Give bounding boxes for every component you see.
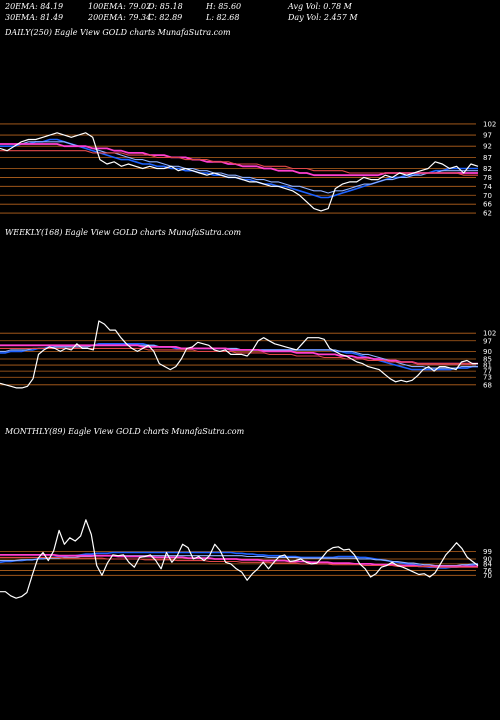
- y-tick-label: 66: [483, 201, 492, 209]
- ema30-series-line: [0, 555, 478, 567]
- y-tick-label: 90: [483, 556, 492, 564]
- monthly-panel-title: MONTHLY(89) Eagle View GOLD charts Munaf…: [5, 427, 245, 436]
- y-tick-label: 76: [483, 567, 492, 575]
- y-tick-label: 90: [483, 348, 492, 356]
- y-tick-label: 85: [483, 356, 492, 364]
- y-tick-label: 70: [483, 572, 492, 580]
- ema100-stat: 100EMA: 79.02: [88, 2, 152, 11]
- ema30-series-line: [0, 141, 478, 194]
- y-tick-label: 97: [483, 337, 492, 345]
- ema20-series-line: [0, 342, 478, 371]
- ema30-stat: 30EMA: 81.49: [5, 13, 64, 22]
- y-tick-label: 62: [483, 210, 492, 218]
- weekly-panel-title: WEEKLY(168) Eagle View GOLD charts Munaf…: [5, 228, 242, 237]
- y-tick-label: 70: [483, 192, 492, 200]
- price-series-line: [0, 320, 478, 389]
- y-tick-label: 77: [483, 368, 492, 376]
- y-tick-label: 102: [483, 120, 496, 128]
- ema200-series-line: [0, 347, 478, 365]
- y-tick-label: 99: [483, 548, 492, 556]
- y-tick-label: 78: [483, 174, 492, 182]
- ema100-series-line: [0, 143, 478, 177]
- y-tick-label: 82: [483, 165, 492, 173]
- y-tick-label: 92: [483, 143, 492, 151]
- ema100-series-line: [0, 554, 478, 568]
- daily-panel-title: DAILY(250) Eagle View GOLD charts Munafa…: [5, 28, 231, 37]
- price-series-line: [0, 519, 479, 599]
- y-tick-label: 73: [483, 374, 492, 382]
- y-tick-label: 81: [483, 362, 492, 370]
- avg-vol-stat: Avg Vol: 0.78 M: [288, 2, 352, 11]
- price-series-line: [0, 132, 479, 212]
- close-stat: C: 82.89: [148, 13, 183, 22]
- low-stat: L: 82.68: [206, 13, 240, 22]
- ema200-series-line: [0, 150, 478, 176]
- day-vol-stat: Day Vol: 2.457 M: [288, 13, 358, 22]
- ema100-series-line: [0, 344, 478, 365]
- y-tick-label: 102: [483, 330, 496, 338]
- open-stat: O: 85.18: [148, 2, 183, 11]
- y-tick-label: 87: [483, 154, 492, 162]
- ema20-stat: 20EMA: 84.19: [5, 2, 64, 11]
- y-tick-label: 97: [483, 132, 492, 140]
- y-tick-label: 84: [483, 560, 492, 568]
- ema200-stat: 200EMA: 79.34: [88, 13, 152, 22]
- high-stat: H: 85.60: [206, 2, 242, 11]
- y-tick-label: 68: [483, 381, 492, 389]
- y-tick-label: 74: [483, 183, 492, 191]
